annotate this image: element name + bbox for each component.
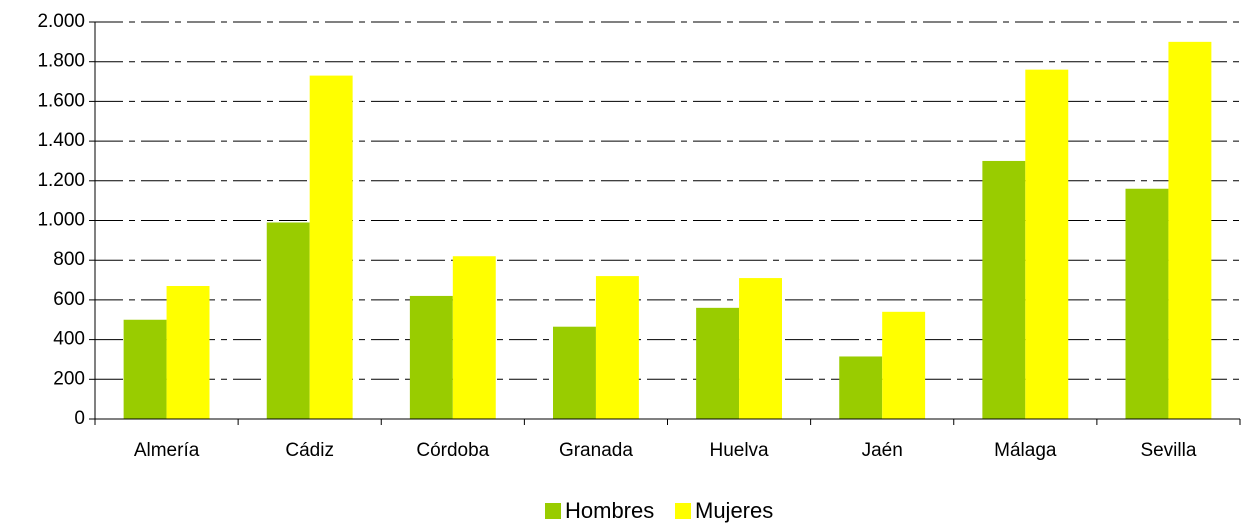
x-tick-label: Córdoba — [416, 440, 489, 461]
y-tick-label: 1.200 — [37, 170, 85, 191]
y-tick-label: 600 — [53, 289, 85, 310]
y-tick-label: 2.000 — [37, 11, 85, 32]
legend-swatch — [675, 503, 691, 519]
bar — [452, 256, 496, 419]
y-tick-label: 0 — [74, 408, 85, 429]
bar — [982, 160, 1026, 419]
y-tick-label: 1.400 — [37, 130, 85, 151]
y-tick-label: 200 — [53, 368, 85, 389]
x-tick-label: Sevilla — [1140, 440, 1196, 461]
x-tick-label: Cádiz — [285, 440, 334, 461]
bar — [553, 326, 596, 419]
bar — [839, 356, 883, 419]
bar — [696, 307, 740, 419]
bar — [595, 276, 639, 419]
bar — [739, 278, 782, 419]
y-tick-label: 1.600 — [37, 90, 85, 111]
bar — [409, 295, 453, 419]
y-tick-label: 800 — [53, 249, 85, 270]
legend-swatch — [545, 503, 561, 519]
x-tick-label: Málaga — [994, 440, 1057, 461]
bar — [882, 311, 926, 419]
y-tick-label: 1.800 — [37, 51, 85, 72]
x-tick-label: Jaén — [862, 440, 903, 461]
x-tick-label: Huelva — [709, 440, 769, 461]
bar — [1168, 41, 1212, 419]
bar — [1025, 69, 1069, 419]
bar — [166, 286, 210, 419]
y-tick-label: 1.000 — [37, 210, 85, 231]
bar — [123, 319, 167, 419]
bar — [266, 222, 310, 419]
y-tick-label: 400 — [53, 329, 85, 350]
legend-label: Mujeres — [695, 498, 773, 523]
bar — [309, 75, 353, 419]
x-tick-label: Granada — [559, 440, 633, 461]
x-tick-label: Almería — [134, 440, 200, 461]
bar — [1125, 188, 1169, 419]
legend-label: Hombres — [565, 498, 654, 523]
